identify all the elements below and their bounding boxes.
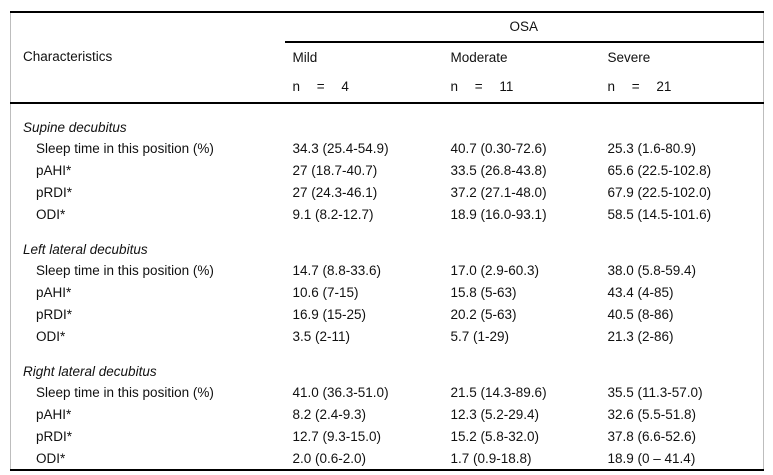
row-label: Sleep time in this position (%) [36, 263, 214, 279]
table-row: pAHI* 8.2 (2.4-9.3) 12.3 (5.2-29.4) 32.6… [11, 404, 764, 426]
value-cell: 67.9 (22.5-102.0) [607, 185, 712, 201]
table-row: ODI* 2.0 (0.6-2.0) 1.7 (0.9-18.8) 18.9 (… [11, 448, 764, 470]
section-header-left-lateral: Left lateral decubitus [11, 226, 764, 260]
value-cell: 65.6 (22.5-102.8) [607, 163, 712, 179]
column-header-severe: Severe [607, 49, 651, 65]
value-cell: 16.9 (15-25) [292, 307, 367, 323]
value-cell: 18.9 (16.0-93.1) [450, 207, 547, 223]
value-cell: 18.9 (0 – 41.4) [607, 450, 696, 466]
characteristics-header: Characteristics [23, 49, 113, 65]
section-title: Left lateral decubitus [23, 241, 148, 257]
value-cell: 21.5 (14.3-89.6) [450, 385, 547, 401]
value-cell: 8.2 (2.4-9.3) [292, 407, 367, 423]
table-row: pRDI* 16.9 (15-25) 20.2 (5-63) 40.5 (8-8… [11, 304, 764, 326]
table-row: pRDI* 27 (24.3-46.1) 37.2 (27.1-48.0) 67… [11, 182, 764, 204]
table-row: Sleep time in this position (%) 34.3 (25… [11, 138, 764, 160]
osa-characteristics-table: OSA Characteristics Mild Moderate Severe… [10, 11, 764, 471]
value-cell: 17.0 (2.9-60.3) [450, 263, 540, 279]
value-cell: 34.3 (25.4-54.9) [292, 141, 389, 157]
spanner-label: OSA [284, 12, 764, 43]
value-cell: 27 (24.3-46.1) [292, 185, 378, 201]
value-cell: 38.0 (5.8-59.4) [607, 263, 697, 279]
value-cell: 14.7 (8.8-33.6) [292, 263, 382, 279]
sample-size-row: n = 4 n = 11 n = 21 [10, 72, 764, 104]
column-header-mild: Mild [292, 49, 318, 65]
table-row: Sleep time in this position (%) 41.0 (36… [11, 382, 764, 404]
value-cell: 40.7 (0.30-72.6) [450, 141, 547, 157]
table-row: ODI* 3.5 (2-11) 5.7 (1-29) 21.3 (2-86) [11, 326, 764, 348]
row-label: pRDI* [36, 429, 73, 445]
value-cell: 25.3 (1.6-80.9) [607, 141, 697, 157]
empty-cell [10, 72, 285, 104]
value-cell: 33.5 (26.8-43.8) [450, 163, 547, 179]
section-header-supine: Supine decubitus [11, 103, 764, 138]
n-moderate: n = 11 [442, 72, 600, 104]
row-label: ODI* [36, 450, 66, 466]
value-cell: 15.8 (5-63) [450, 285, 517, 301]
table-row: Sleep time in this position (%) 14.7 (8.… [11, 260, 764, 282]
row-label: pRDI* [36, 185, 73, 201]
value-cell: 58.5 (14.5-101.6) [607, 207, 712, 223]
value-cell: 43.4 (4-85) [607, 285, 674, 301]
spanner-row: OSA [11, 12, 764, 43]
value-cell: 2.0 (0.6-2.0) [292, 450, 367, 466]
table-row: pRDI* 12.7 (9.3-15.0) 15.2 (5.8-32.0) 37… [11, 426, 764, 448]
row-label: pRDI* [36, 307, 73, 323]
n-severe: n = 21 [599, 72, 764, 104]
value-cell: 32.6 (5.5-51.8) [607, 407, 697, 423]
table-row: ODI* 9.1 (8.2-12.7) 18.9 (16.0-93.1) 58.… [11, 204, 764, 226]
section-title: Right lateral decubitus [23, 363, 157, 379]
value-cell: 40.5 (8-86) [607, 307, 674, 323]
row-label: Sleep time in this position (%) [36, 141, 214, 157]
value-cell: 15.2 (5.8-32.0) [450, 429, 540, 445]
section-header-right-lateral: Right lateral decubitus [11, 348, 764, 382]
n-mild: n = 4 [284, 72, 443, 104]
value-cell: 9.1 (8.2-12.7) [292, 207, 374, 223]
value-cell: 1.7 (0.9-18.8) [450, 450, 532, 466]
row-label: ODI* [36, 329, 66, 345]
value-cell: 21.3 (2-86) [607, 329, 674, 345]
row-label: pAHI* [36, 163, 72, 179]
value-cell: 27 (18.7-40.7) [292, 163, 378, 179]
value-cell: 12.7 (9.3-15.0) [292, 429, 382, 445]
row-label: ODI* [36, 207, 66, 223]
value-cell: 37.8 (6.6-52.6) [607, 429, 697, 445]
value-cell: 3.5 (2-11) [292, 329, 351, 345]
value-cell: 41.0 (36.3-51.0) [292, 385, 389, 401]
spanner-empty-cell [11, 12, 285, 42]
value-cell: 20.2 (5-63) [450, 307, 517, 323]
row-label: pAHI* [36, 285, 72, 301]
value-cell: 37.2 (27.1-48.0) [450, 185, 547, 201]
table-row: pAHI* 10.6 (7-15) 15.8 (5-63) 43.4 (4-85… [11, 282, 764, 304]
row-label: pAHI* [36, 407, 72, 423]
table-row: pAHI* 27 (18.7-40.7) 33.5 (26.8-43.8) 65… [11, 160, 764, 182]
section-title: Supine decubitus [23, 119, 127, 135]
value-cell: 35.5 (11.3-57.0) [607, 385, 703, 401]
value-cell: 10.6 (7-15) [292, 285, 359, 301]
row-label: Sleep time in this position (%) [36, 385, 214, 401]
value-cell: 5.7 (1-29) [450, 329, 510, 345]
column-header-row: Characteristics Mild Moderate Severe [11, 42, 764, 72]
column-header-moderate: Moderate [450, 49, 508, 65]
value-cell: 12.3 (5.2-29.4) [450, 407, 540, 423]
